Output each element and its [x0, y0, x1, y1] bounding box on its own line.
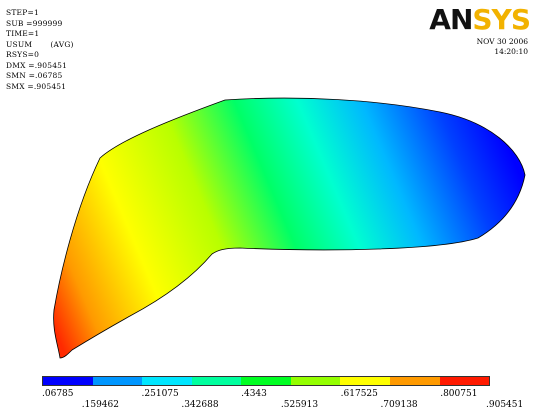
legend-band	[92, 377, 143, 385]
solution-info: STEP=1 SUB =999999 TIME=1 USUM (AVG) RSY…	[6, 8, 74, 92]
info-smx: SMX =.905451	[6, 81, 67, 91]
time-text: 14:20:10	[494, 46, 528, 56]
legend-label-bottom: .709138	[380, 400, 418, 410]
date-text: NOV 30 2006	[476, 37, 528, 46]
timestamp: NOV 30 2006 14:20:10	[477, 37, 528, 56]
legend-band	[43, 377, 93, 385]
legend-band	[191, 377, 242, 385]
legend-label-bottom: .905451	[486, 400, 524, 410]
info-dmx: DMX =.905451	[6, 60, 68, 70]
legend-band	[142, 377, 192, 385]
info-smn: SMN =.06785	[6, 71, 63, 80]
legend-label-top: .251075	[141, 389, 179, 399]
info-time: TIME=1	[6, 29, 40, 38]
legend-label-top: .800751	[440, 389, 478, 399]
logo-gold-text: SYS	[472, 3, 531, 36]
info-usum: USUM (AVG)	[6, 39, 74, 49]
legend-band	[389, 377, 440, 385]
info-rsys: RSYS=0	[6, 50, 40, 59]
logo-dark-text: AN	[429, 3, 473, 36]
info-step: STEP=1	[6, 8, 39, 17]
info-sub: SUB =999999	[6, 18, 63, 28]
legend-band	[290, 377, 341, 385]
ansys-logo: AN SYS	[429, 3, 531, 36]
color-legend	[42, 376, 490, 386]
legend-label-top: .06785	[42, 389, 74, 399]
legend-label-bottom: .525913	[280, 400, 319, 410]
deformed-shape	[53, 97, 526, 359]
legend-label-top: .4343	[241, 389, 267, 399]
legend-band	[241, 377, 291, 385]
legend-label-bottom: .342688	[181, 400, 219, 410]
legend-label-top: .617525	[340, 389, 378, 399]
legend-band	[340, 377, 390, 385]
legend-band	[439, 377, 490, 385]
legend-label-bottom: .159462	[81, 400, 119, 410]
